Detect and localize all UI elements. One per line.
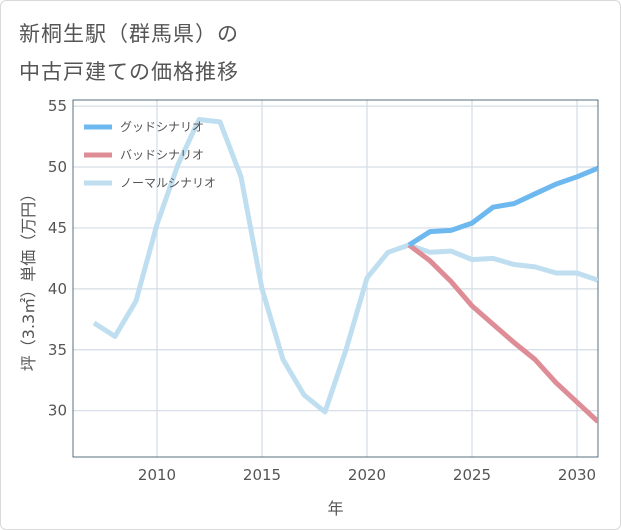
y-tick-label: 45 — [48, 219, 67, 237]
y-tick-label: 50 — [48, 158, 67, 176]
series-line-2 — [92, 117, 598, 415]
y-tick-label: 55 — [48, 97, 67, 115]
chart-title: 新桐生駅（群馬県）の 中古戸建ての価格推移 — [19, 15, 239, 91]
x-tick-label: 2020 — [348, 466, 386, 484]
x-tick-label: 2030 — [558, 466, 596, 484]
legend-label-0: グッドシナリオ — [120, 120, 204, 134]
series-line-0 — [407, 165, 598, 248]
y-tick-label: 35 — [48, 341, 67, 359]
legend-label-1: バッドシナリオ — [120, 148, 204, 162]
x-tick-label: 2010 — [138, 466, 176, 484]
y-tick-label: 30 — [48, 402, 67, 420]
chart-title-line-1: 新桐生駅（群馬県）の — [19, 22, 239, 46]
y-tick-label: 40 — [48, 280, 67, 298]
series-layer — [92, 117, 598, 424]
x-tick-label: 2015 — [243, 466, 281, 484]
series-line-1 — [407, 243, 598, 424]
chart-title-line-2: 中古戸建ての価格推移 — [19, 60, 239, 84]
x-tick-label: 2025 — [453, 466, 491, 484]
x-axis-title: 年 — [327, 499, 343, 518]
y-axis-title: 坪（3.3㎡）単価（万円） — [19, 186, 38, 371]
tick-layer: 2010 2015 2020 2025 2030 30 35 40 45 50 55 — [48, 97, 596, 484]
legend-label-2: ノーマルシナリオ — [120, 176, 216, 190]
